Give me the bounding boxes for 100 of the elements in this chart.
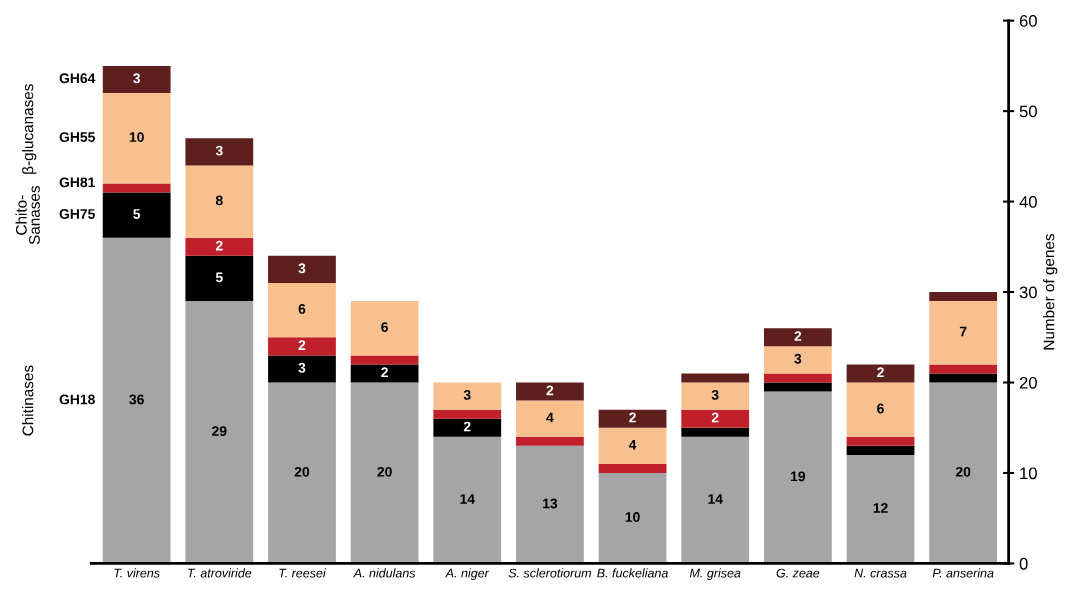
x-tick-label: M. grisea [689,568,741,580]
data-label: 3 [133,73,141,84]
data-label: 3 [215,145,223,156]
data-label: 2 [629,412,636,423]
bar [846,364,915,383]
x-tick-label: T. reesei [279,568,326,578]
bar [846,382,915,437]
bar [433,436,502,564]
data-label: 3 [794,353,802,364]
x-tick-label: N. crassa [854,568,907,578]
bar [350,364,419,383]
bar [846,436,915,446]
y-tick-label: 50 [1019,105,1037,118]
bar [681,409,750,428]
bar [185,237,254,256]
data-label: 2 [381,367,388,378]
series-label: GH81 [59,177,95,188]
y-tick-label: 10 [1020,467,1037,480]
bar [516,400,584,437]
data-label: 6 [381,322,388,332]
bar [846,454,915,564]
bar [763,391,832,564]
data-label: 3 [298,263,306,274]
y-axis-title: Number of genes [1043,234,1058,350]
x-tick-label: P. anserina [932,568,994,578]
data-label: 4 [628,439,637,450]
bar [681,382,750,410]
bar [516,445,584,564]
x-tick-label: A. niger [445,568,490,580]
data-label: 2 [711,412,719,423]
data-label: 14 [460,494,475,504]
data-label: 13 [543,498,558,509]
bar [929,373,998,383]
bar [516,436,584,446]
x-tick-label: T. virens [114,568,160,578]
bar [598,427,667,464]
data-label: 7 [959,326,967,337]
bar [763,373,832,383]
data-label: 4 [546,412,554,423]
data-label: 10 [625,512,640,522]
bar [681,427,750,437]
data-label: 6 [877,403,884,414]
data-label: 29 [212,426,227,436]
bar [598,472,667,564]
data-label: 2 [877,367,884,378]
bar [185,165,254,238]
bar [350,382,419,564]
bar [185,301,254,564]
text: β-glucanases [22,84,37,174]
bar [433,418,502,437]
data-label: 2 [215,240,223,251]
series-label: GH55 [59,132,95,142]
x-tick-label: S. sclerotiorum [508,568,592,578]
bar [350,355,419,365]
data-label: 3 [298,362,306,373]
bar [929,382,998,564]
data-label: 10 [129,132,144,142]
bar [102,237,171,564]
bar [102,192,171,238]
bar [268,255,336,283]
data-label: 19 [791,471,806,482]
text: Chito- Sanases [15,185,40,245]
series-label: GH64 [59,73,96,84]
bar [681,373,750,383]
data-label: 2 [463,421,471,432]
series-label: GH75 [59,209,95,219]
bar [929,364,998,374]
bar [929,292,998,302]
bar [268,382,336,564]
bar [102,65,171,94]
data-label: 3 [711,389,719,400]
bar [185,255,254,302]
data-label: 20 [294,466,310,477]
y-tick-label: 30 [1019,286,1037,299]
data-label: 2 [298,340,306,350]
x-tick-label: G. zeae [776,568,820,578]
y-tick-label: 20 [1019,376,1037,389]
x-tick-label: T. atroviride [188,568,252,578]
y-tick-label: 40 [1019,195,1037,208]
bar [681,436,750,564]
bar [763,382,832,392]
data-label: 20 [377,466,392,477]
bar [763,328,832,347]
bar [268,355,336,383]
bar [350,301,419,356]
text: Chitinases [22,365,34,436]
bar [268,337,336,356]
bar [598,463,667,473]
bar [516,382,584,401]
x-tick-label: B. fuckeliana [597,568,668,578]
series-label: GH18 [59,394,95,405]
data-label: 20 [955,466,971,477]
data-label: 36 [129,394,144,405]
bar [433,382,502,410]
data-label: 2 [794,331,802,341]
bar [846,445,915,455]
bar [763,346,832,374]
bar [929,301,998,365]
y-tick-label: 60 [1019,15,1037,27]
bar [433,409,502,419]
